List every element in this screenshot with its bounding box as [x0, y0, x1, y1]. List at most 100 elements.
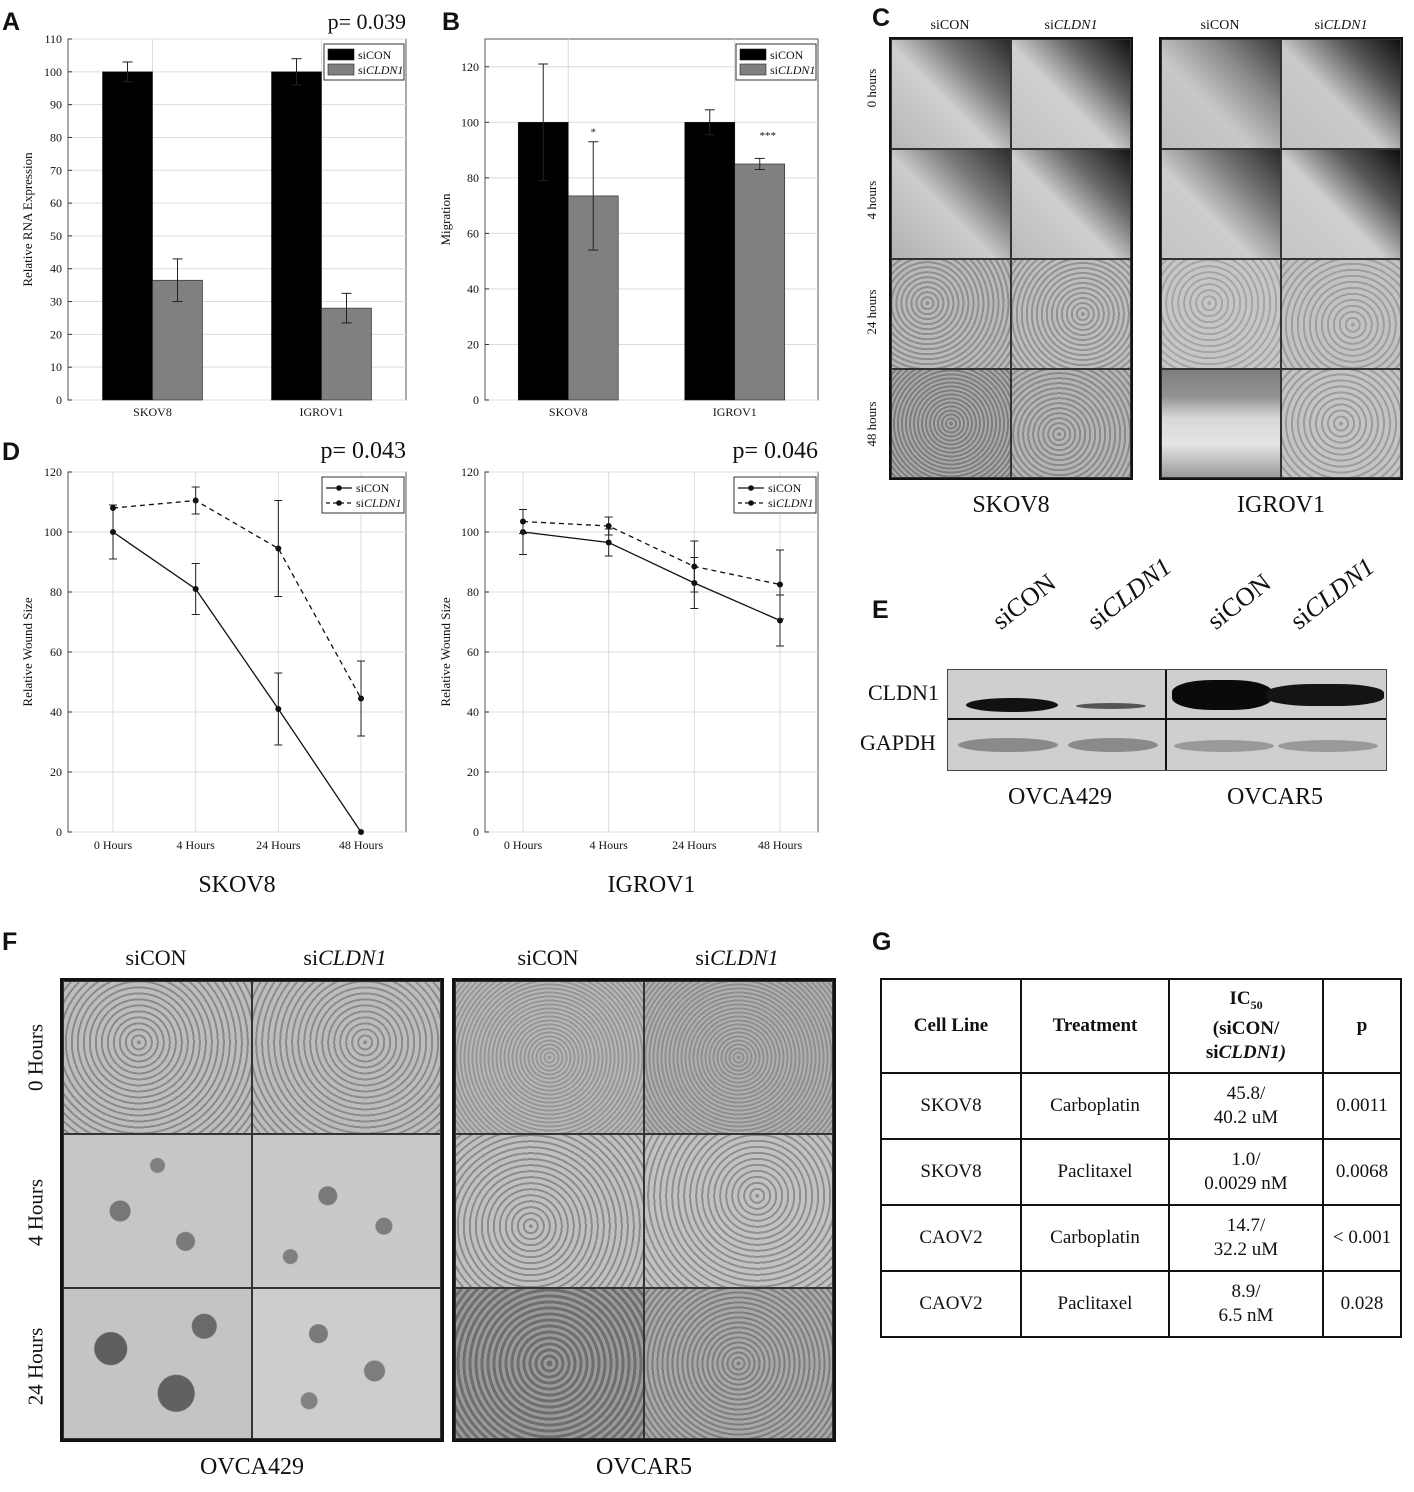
legend-label: siCON: [356, 481, 390, 495]
y-tick-label: 30: [50, 295, 62, 309]
c-tile: [1161, 149, 1281, 259]
data-point: [275, 545, 282, 552]
e-lane-sicon-2: siCON: [1201, 567, 1277, 636]
y-tick-label: 60: [467, 226, 479, 240]
y-tick-label: 70: [50, 163, 62, 177]
c-tile: [1011, 259, 1131, 369]
g-header-cell-line: Cell Line: [880, 978, 1022, 1074]
f-ovcar5-micrograph-grid: [452, 978, 836, 1442]
x-tick-label: IGROV1: [300, 405, 344, 419]
f-tile: [644, 1134, 833, 1288]
f-tile: [252, 1288, 441, 1439]
panel-label-a: A: [2, 8, 21, 36]
f-header-sicldn1-2: siCLDN1: [695, 945, 779, 970]
legend-label: siCON: [770, 48, 804, 62]
panel-label-e: E: [872, 596, 889, 624]
e-lane-sicon-1: siCON: [986, 567, 1062, 636]
e-band-cldn1-ovcar5-sicon: [1172, 680, 1272, 710]
f-tile: [455, 1288, 644, 1439]
g-ic50: 45.8/40.2 uM: [1168, 1072, 1324, 1140]
f-tile: [252, 981, 441, 1134]
f-tile: [455, 1134, 644, 1288]
legend-label: siCLDN1: [358, 63, 403, 77]
g-p: < 0.001: [1322, 1204, 1402, 1272]
data-point: [275, 706, 282, 712]
x-tick-label: 48 Hours: [339, 838, 384, 852]
c-header-sicldn1-1: siCLDN1: [1044, 18, 1098, 33]
y-tick-label: 80: [467, 171, 479, 185]
p-value-annotation: p= 0.046: [732, 438, 818, 464]
c-tile: [891, 149, 1011, 259]
c-tile: [1281, 369, 1401, 478]
significance-marker: ***: [760, 130, 777, 142]
legend-marker: [748, 485, 754, 491]
legend-marker: [748, 500, 754, 506]
g-treatment: Paclitaxel: [1020, 1138, 1170, 1206]
p-value-annotation: p= 0.043: [320, 438, 406, 464]
f-row-label-24: 24 Hours: [23, 1327, 48, 1406]
legend-swatch: [739, 63, 767, 76]
e-lane-sicldn1-1: siCLDN1: [1081, 551, 1177, 636]
g-header-row: Cell Line Treatment IC50 (siCON/ siCLDN1…: [880, 978, 1402, 1074]
y-tick-label: 40: [467, 705, 479, 719]
legend-label: siCON: [358, 48, 392, 62]
f-tile: [63, 1134, 252, 1288]
f-header-sicon-1: siCON: [125, 945, 187, 970]
e-band-gapdh: [1068, 738, 1158, 752]
f-ovca429-micrograph-grid: [60, 978, 444, 1442]
y-tick-label: 20: [467, 765, 479, 779]
y-tick-label: 120: [461, 60, 479, 74]
e-band-cldn1-ovca429-sicon: [966, 698, 1058, 712]
c-row-label-4: 4 hours: [864, 180, 879, 220]
e-band-gapdh: [1278, 740, 1378, 752]
legend-label: siCON: [768, 481, 802, 495]
data-point: [691, 563, 698, 570]
y-tick-label: 90: [50, 98, 62, 112]
c-tile: [891, 369, 1011, 478]
p-value-annotation: p= 0.039: [328, 9, 406, 34]
g-header-treatment: Treatment: [1020, 978, 1170, 1074]
y-tick-label: 120: [44, 465, 62, 479]
g-ic50: 1.0/0.0029 nM: [1168, 1138, 1324, 1206]
y-tick-label: 80: [50, 130, 62, 144]
table-row: CAOV2 Paclitaxel 8.9/6.5 nM 0.028: [880, 1270, 1402, 1338]
e-band-cldn1-ovcar5-sicldn1: [1266, 684, 1384, 706]
bar-sicon: [684, 122, 736, 401]
c-tile: [891, 259, 1011, 369]
e-blot: [947, 669, 1387, 771]
e-caption-ovca429: OVCA429: [1007, 784, 1112, 810]
g-header-ic50: IC50 (siCON/ siCLDN1): [1168, 978, 1324, 1074]
y-tick-label: 0: [473, 393, 479, 407]
y-tick-label: 40: [467, 282, 479, 296]
c-caption-skov8: SKOV8: [972, 492, 1050, 518]
e-band-cldn1-ovca429-sicldn1: [1076, 703, 1146, 709]
g-treatment: Carboplatin: [1020, 1072, 1170, 1140]
c-igrov1-micrograph-grid: [1159, 37, 1403, 480]
x-tick-label: 0 Hours: [504, 838, 543, 852]
series-line-sicon: [522, 531, 781, 622]
g-treatment: Paclitaxel: [1020, 1270, 1170, 1338]
y-axis-label: Relative Wound Size: [438, 597, 453, 706]
f-caption-ovcar5: OVCAR5: [595, 1454, 692, 1480]
y-tick-label: 60: [50, 645, 62, 659]
c-tile: [1011, 39, 1131, 149]
x-tick-label: 4 Hours: [589, 838, 628, 852]
f-row-label-4: 4 Hours: [23, 1178, 48, 1247]
g-cell-line: CAOV2: [880, 1204, 1022, 1272]
f-tile: [252, 1134, 441, 1288]
bar-sicldn1: [321, 307, 372, 401]
y-tick-label: 20: [50, 327, 62, 341]
panel-label-b: B: [442, 8, 461, 36]
table-row: SKOV8 Paclitaxel 1.0/0.0029 nM 0.0068: [880, 1138, 1402, 1206]
chart-d-skov8-wound: 0 20 40 60 80 100 120 Relative Wound Size 0 Hour…: [20, 438, 407, 898]
x-tick-label: IGROV1: [713, 405, 757, 419]
y-tick-label: 0: [56, 393, 62, 407]
legend-label: siCLDN1: [356, 496, 401, 510]
c-row-label-0: 0 hours: [864, 68, 879, 108]
x-tick-label: 24 Hours: [256, 838, 301, 852]
y-tick-label: 60: [50, 196, 62, 210]
g-header-p: p: [1322, 978, 1402, 1074]
f-caption-ovca429: OVCA429: [199, 1454, 304, 1480]
g-p: 0.0011: [1322, 1072, 1402, 1140]
g-ic50-table: Cell Line Treatment IC50 (siCON/ siCLDN1…: [880, 978, 1402, 1338]
